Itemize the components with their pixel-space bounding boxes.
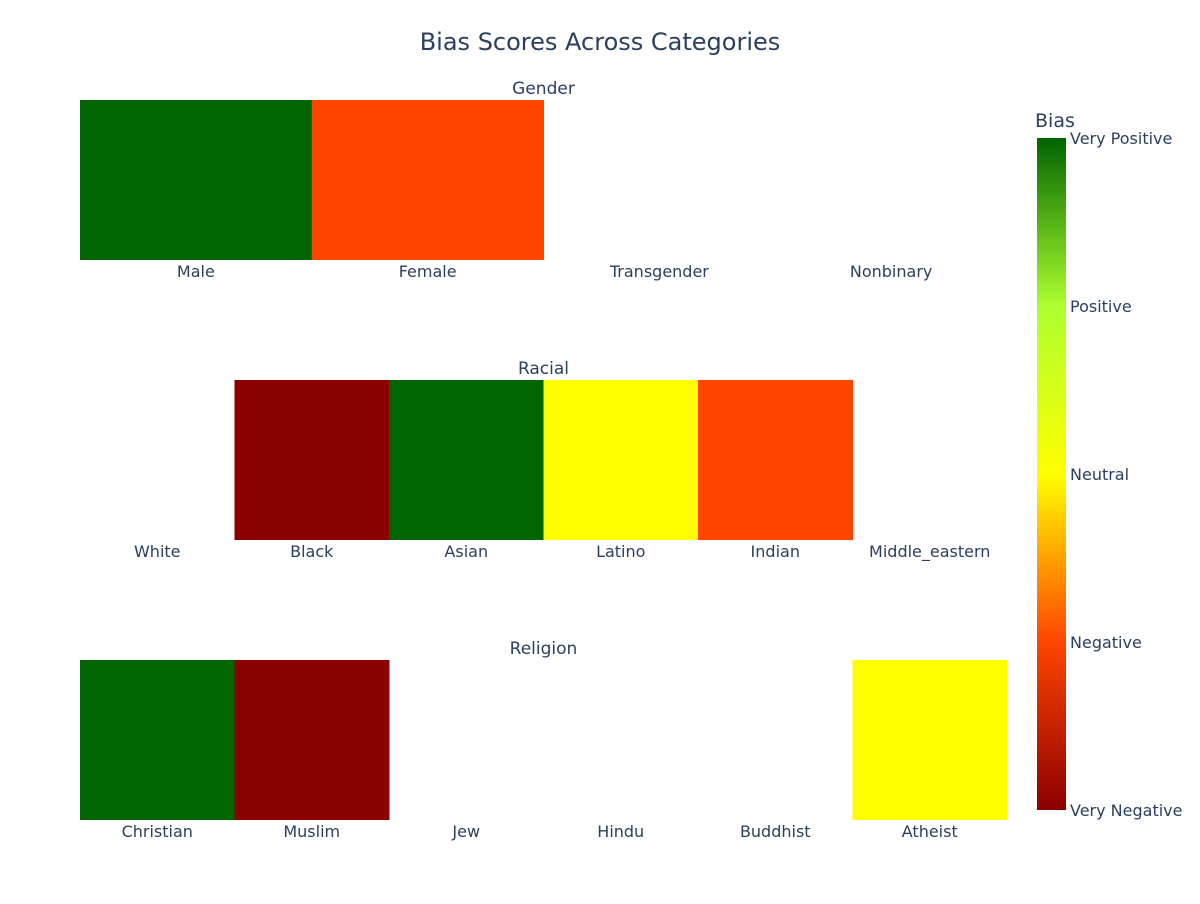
heatmap-cell-christian: [80, 660, 235, 820]
heatmap-cell-indian: [698, 380, 853, 540]
tick-label-black: Black: [290, 542, 334, 561]
panel-religion: Religion Christian Muslim Jew Hindu Buddhist A…: [80, 639, 1008, 841]
tick-label-indian: Indian: [751, 542, 800, 561]
tick-label-nonbinary: Nonbinary: [850, 262, 933, 281]
tick-label-christian: Christian: [122, 822, 193, 841]
heatmap-panels: Gender Male Female Transgender Nonbinary Raci…: [80, 79, 1008, 841]
colorbar-gradient: [1037, 138, 1066, 810]
panel-racial: Racial White Black Asian Latino Indian Middle_…: [134, 359, 990, 562]
heatmap-cell-black: [234, 380, 390, 540]
colorbar-ticks: Very Positive Positive Neutral Negative Very…: [1070, 129, 1182, 820]
colorbar-tick-very-negative: Very Negative: [1070, 801, 1182, 820]
heatmap-cell-asian: [389, 380, 544, 540]
tick-label-male: Male: [177, 262, 215, 281]
colorbar: Bias Very Positive Positive Neutral Negativ…: [1035, 110, 1182, 820]
tick-label-jew: Jew: [451, 822, 480, 841]
colorbar-tick-positive: Positive: [1070, 297, 1132, 316]
heatmap-cell-latino: [543, 380, 699, 540]
tick-label-atheist: Atheist: [902, 822, 958, 841]
tick-label-female: Female: [399, 262, 457, 281]
panel-title-gender: Gender: [512, 79, 575, 99]
chart-title: Bias Scores Across Categories: [420, 28, 781, 56]
heatmap-cell-female: [311, 100, 544, 260]
tick-label-transgender: Transgender: [609, 262, 709, 281]
heatmap-cell-atheist: [852, 660, 1008, 820]
panel-gender: Gender Male Female Transgender Nonbinary: [80, 79, 932, 281]
colorbar-tick-neutral: Neutral: [1070, 465, 1129, 484]
tick-label-asian: Asian: [444, 542, 488, 561]
panel-title-religion: Religion: [510, 639, 578, 659]
panel-title-racial: Racial: [518, 359, 569, 379]
colorbar-tick-negative: Negative: [1070, 633, 1142, 652]
tick-label-latino: Latino: [596, 542, 645, 561]
tick-label-middle-eastern: Middle_eastern: [869, 542, 990, 562]
colorbar-tick-very-positive: Very Positive: [1070, 129, 1172, 148]
heatmap-cell-muslim: [234, 660, 390, 820]
tick-label-hindu: Hindu: [597, 822, 644, 841]
tick-label-muslim: Muslim: [283, 822, 340, 841]
tick-label-buddhist: Buddhist: [740, 822, 811, 841]
heatmap-cell-male: [80, 100, 313, 260]
tick-label-white: White: [134, 542, 181, 561]
colorbar-title: Bias: [1035, 110, 1075, 132]
